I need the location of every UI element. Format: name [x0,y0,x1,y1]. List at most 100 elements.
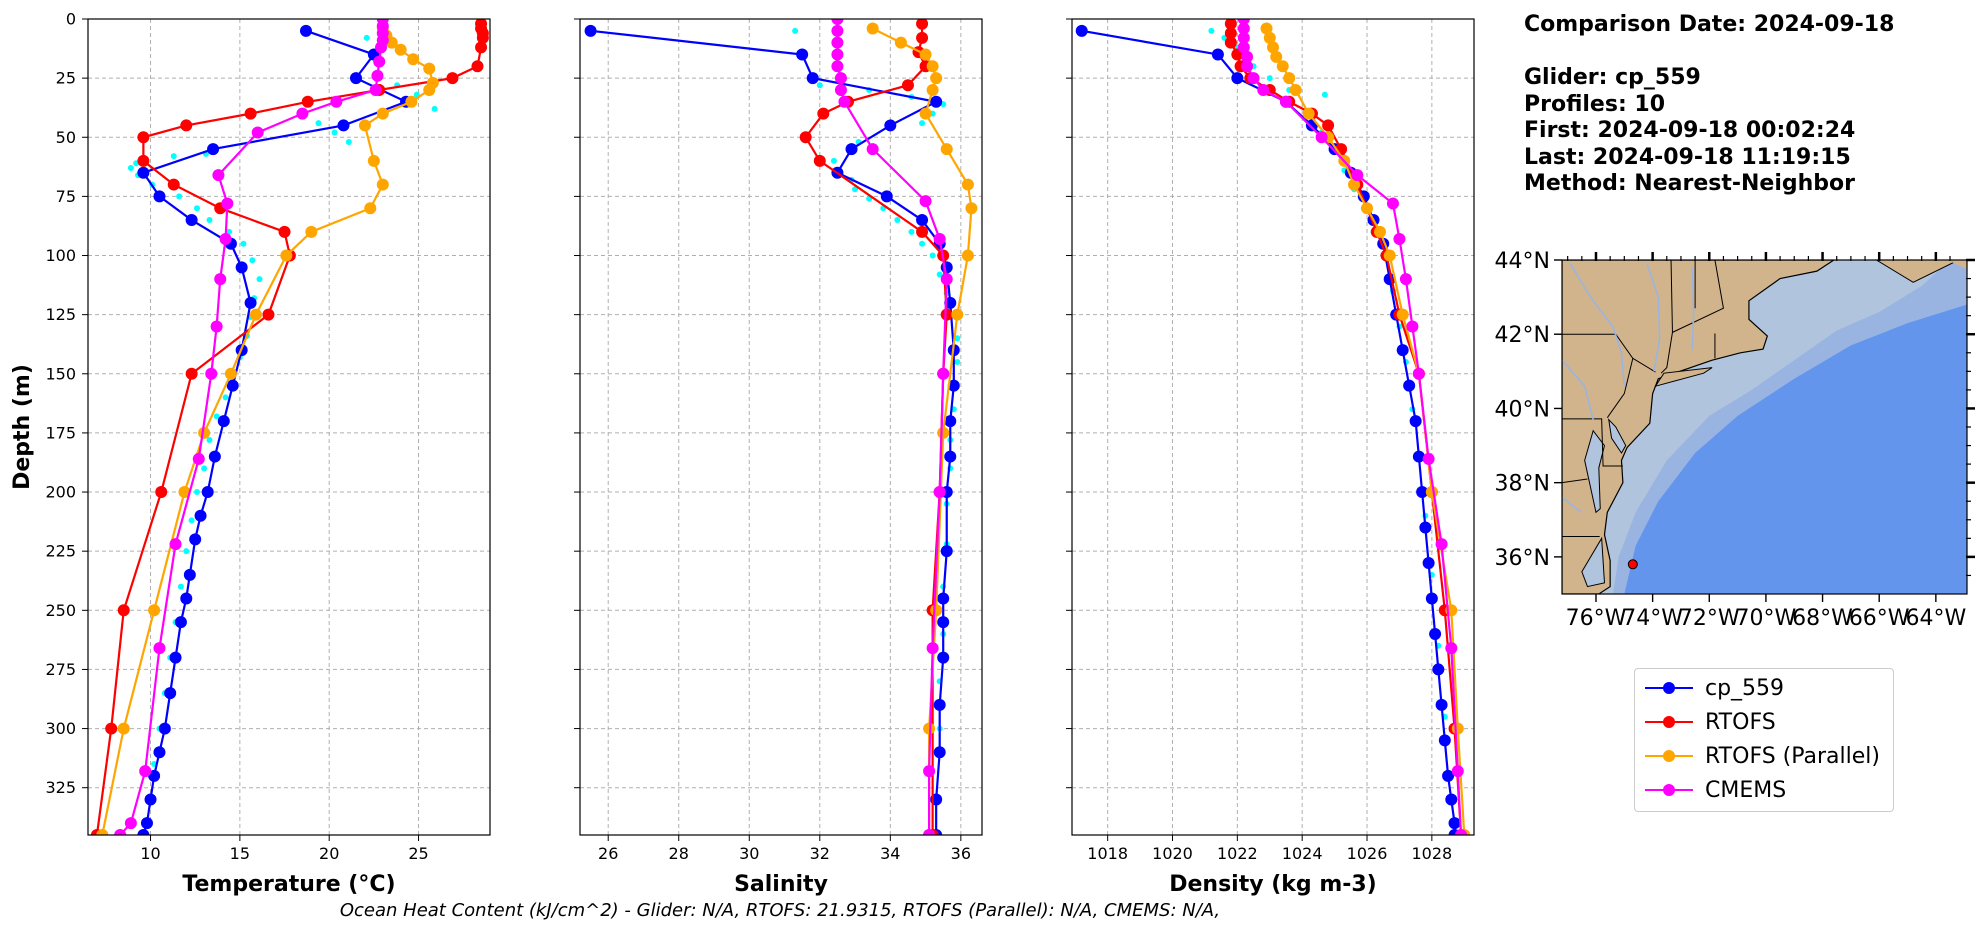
x-tick-label: 36 [951,844,971,863]
series-point [376,107,389,120]
series-point [180,119,193,132]
legend-label: cp_559 [1705,675,1785,701]
series-point [164,687,177,700]
series-point [192,452,205,465]
glider-scatter-point [919,240,926,247]
glider-scatter-point [201,465,208,472]
series-point [866,143,879,156]
series-point [244,296,257,309]
series-point [1412,367,1425,380]
series-point [1241,60,1254,73]
legend-item-cmems: CMEMS [1645,775,1786,805]
x-tick-label: 1024 [1282,844,1323,863]
series-point [916,214,929,227]
series-point [117,722,130,735]
y-tick-label: 175 [45,423,76,442]
glider-scatter-point [1321,91,1328,98]
glider-scatter-point [127,165,134,172]
series-point [330,95,343,108]
glider-scatter-point [363,34,370,41]
glider-scatter-point [170,153,177,160]
series-point [446,72,459,85]
series-point [1237,41,1250,54]
series-point [894,36,907,49]
series-point [866,22,879,35]
series-point [1429,627,1442,640]
series-point [183,568,196,581]
series-point [937,592,950,605]
series-point [405,95,418,108]
series-point [244,107,257,120]
plot-area [90,19,489,835]
glider-scatter-point [222,394,229,401]
legend-label: RTOFS (Parallel) [1705,743,1880,769]
series-point [933,698,946,711]
series-point [1270,50,1283,63]
map-lat-label: 38°N [1495,472,1550,497]
series-point [961,178,974,191]
series-point [937,616,950,629]
series-point [930,604,943,617]
chart-panel-2: 26 28 30 32 34 36 Salinity [574,18,983,897]
x-tick-label: 26 [598,844,618,863]
series-point [1451,765,1464,778]
series-point [584,24,597,37]
river [1569,263,1626,387]
series-point [1373,225,1386,238]
river [1691,267,1695,350]
series-point [933,746,946,759]
series-point [375,41,388,54]
map-lon-label: 64°W [1905,606,1966,631]
map-lon-label: 72°W [1679,606,1740,631]
series-point [137,154,150,167]
series-point [423,62,436,75]
glider-scatter-point [954,335,961,342]
last-time: Last: 2024-09-18 11:19:15 [1524,144,1851,170]
glider-scatter-point [816,82,823,89]
series-point [1409,415,1422,428]
series-point [1442,769,1455,782]
x-tick-label: 1022 [1217,844,1258,863]
legend-swatch [1645,780,1693,800]
series-point [158,722,171,735]
series-point [919,107,932,120]
x-tick-label: 10 [140,844,160,863]
series-point [373,55,386,68]
series-point [1383,249,1396,262]
plot-area [1075,19,1471,835]
series-point [1438,734,1451,747]
series-point [923,829,936,835]
series-point [926,60,939,73]
series-point [185,214,198,227]
series-point [217,415,230,428]
series-point [1263,31,1276,44]
series-point [880,190,893,203]
glider-location-marker [1627,559,1638,570]
river [1562,359,1594,420]
series-point [944,415,957,428]
series-point [1425,592,1438,605]
series-point [224,367,237,380]
x-axis-label: Temperature (°C) [182,872,395,897]
chart-panel-3: 1018 1020 1022 1024 1026 1028 Density (kg m-3) [1066,18,1475,897]
series-point [226,379,239,392]
glider-scatter-point [188,517,195,524]
series-point [124,817,137,830]
series-point [1406,320,1419,333]
series-point [301,95,314,108]
legend: cp_559 RTOFS RTOFS (Parallel) CMEMS [1634,668,1894,812]
x-tick-label: 1020 [1152,844,1193,863]
y-tick-label: 150 [45,364,76,383]
series-point [207,143,220,156]
map-area [1562,260,1967,594]
y-tick-label: 300 [45,719,76,738]
map-lon-label: 70°W [1736,606,1797,631]
series-point [235,261,248,274]
legend-item-cp559: cp_559 [1645,673,1784,703]
series-point [262,308,275,321]
series-line-cmems [1242,19,1463,835]
glider-scatter-point [1208,27,1215,34]
series-point [916,225,929,238]
y-tick-label: 25 [56,69,76,88]
